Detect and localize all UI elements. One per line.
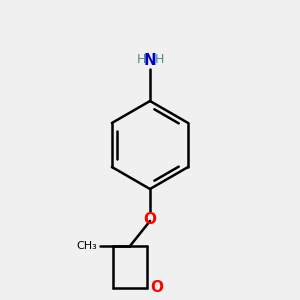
Text: H: H — [136, 53, 146, 66]
Text: N: N — [144, 53, 156, 68]
Text: O: O — [143, 212, 157, 227]
Text: H: H — [154, 53, 164, 66]
Text: CH₃: CH₃ — [76, 241, 97, 251]
Text: O: O — [150, 280, 163, 296]
